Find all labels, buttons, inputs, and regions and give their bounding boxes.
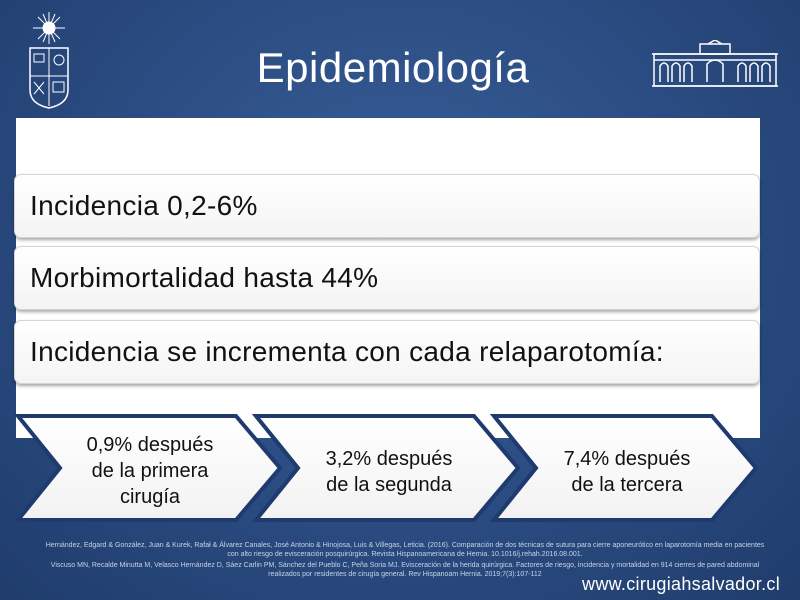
incidence-text: Incidencia 0,2-6% <box>30 190 258 221</box>
reference-1: Hernández, Edgard & González, Juan & Kur… <box>45 542 765 558</box>
relaparotomy-text: Incidencia se incrementa con cada relapa… <box>30 336 664 367</box>
relaparotomy-bar: Incidencia se incrementa con cada relapa… <box>14 320 760 384</box>
chevron-step-3-text: 7,4% después de la tercera <box>534 446 720 498</box>
chevron-step-2-line-1: 3,2% después <box>325 448 453 470</box>
website-link[interactable]: www.cirugiahsalvador.cl <box>582 574 780 594</box>
references: Hernández, Edgard & González, Juan & Kur… <box>40 542 770 582</box>
chevron-step-2-line-2: de la segunda <box>326 474 452 496</box>
chevron-step-1-line-3: cirugía <box>119 486 181 508</box>
chevron-process <box>13 414 759 522</box>
reference-2: Viscuso MN, Recalde Minutta M, Velasco H… <box>50 562 760 578</box>
chevron-step-2 <box>251 414 521 522</box>
morbimortality-bar: Morbimortalidad hasta 44% <box>14 246 760 310</box>
chevron-step-3-line-2: de la tercera <box>571 474 683 496</box>
chevron-step-1 <box>13 414 283 522</box>
chevron-step-2-text: 3,2% después de la segunda <box>296 446 482 498</box>
chevron-step-3 <box>489 414 759 522</box>
hospital-building-icon <box>650 39 780 90</box>
chevron-step-1-line-2: de la primera <box>91 460 209 482</box>
morbimortality-text: Morbimortalidad hasta 44% <box>30 262 379 293</box>
slide-title: Epidemiología <box>256 44 530 91</box>
chevron-step-3-line-1: 7,4% después <box>563 448 691 470</box>
chevron-step-1-text: 0,9% después de la primera cirugía <box>62 432 238 510</box>
chevron-step-1-line-1: 0,9% después <box>86 434 214 456</box>
incidence-bar: Incidencia 0,2-6% <box>14 174 760 238</box>
university-crest-icon <box>24 10 74 110</box>
